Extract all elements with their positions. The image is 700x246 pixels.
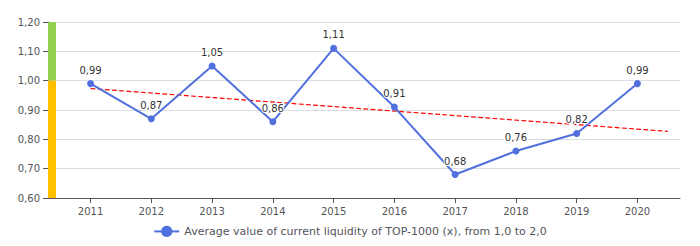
svg-text:2012: 2012 — [139, 206, 164, 217]
svg-text:0,91: 0,91 — [383, 88, 405, 99]
svg-text:0,80: 0,80 — [18, 134, 40, 145]
svg-text:1,00: 1,00 — [18, 75, 40, 86]
svg-text:2014: 2014 — [260, 206, 285, 217]
svg-text:2020: 2020 — [625, 206, 650, 217]
svg-text:0,99: 0,99 — [626, 65, 648, 76]
svg-text:0,86: 0,86 — [262, 103, 284, 114]
svg-text:0,99: 0,99 — [79, 65, 101, 76]
svg-text:1,05: 1,05 — [201, 47, 223, 58]
svg-text:2013: 2013 — [199, 206, 224, 217]
svg-text:2011: 2011 — [78, 206, 103, 217]
svg-text:0,60: 0,60 — [18, 193, 40, 204]
svg-text:2017: 2017 — [442, 206, 467, 217]
svg-text:2019: 2019 — [564, 206, 589, 217]
svg-text:0,76: 0,76 — [505, 132, 527, 143]
svg-text:1,20: 1,20 — [18, 17, 40, 28]
svg-text:0,87: 0,87 — [140, 100, 162, 111]
svg-text:1,10: 1,10 — [18, 46, 40, 57]
svg-text:Average value of current liqui: Average value of current liquidity of TO… — [184, 225, 547, 238]
svg-text:0,90: 0,90 — [18, 105, 40, 116]
svg-text:2016: 2016 — [382, 206, 407, 217]
svg-text:2015: 2015 — [321, 206, 346, 217]
svg-text:2018: 2018 — [503, 206, 528, 217]
svg-text:0,82: 0,82 — [566, 114, 588, 125]
svg-text:0,70: 0,70 — [18, 163, 40, 174]
svg-text:0,68: 0,68 — [444, 156, 466, 167]
svg-text:1,11: 1,11 — [322, 29, 344, 40]
